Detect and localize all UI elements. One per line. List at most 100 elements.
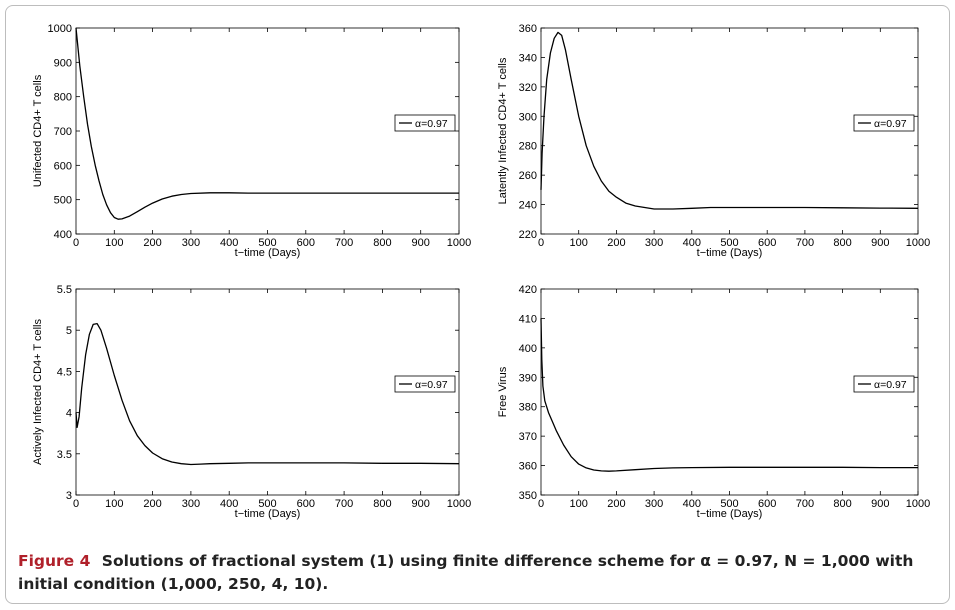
series-line: [540, 318, 918, 472]
series-line: [75, 322, 460, 466]
y-axis-label: Free Virus: [497, 366, 509, 417]
x-tick-label: 500: [720, 237, 738, 249]
charts-canvas: 0 100 200 300 400 500 600 700 800 900 100040050060…: [32, 23, 930, 520]
x-tick-label: 300: [645, 237, 663, 249]
x-tick-label: 100: [105, 498, 123, 510]
y-tick-label: 420: [519, 284, 537, 296]
x-tick-label: 700: [335, 237, 353, 249]
x-tick-label: 900: [412, 498, 430, 510]
y-tick-label: 350: [519, 490, 537, 502]
x-tick-label: 600: [758, 237, 776, 249]
y-tick-label: 400: [54, 229, 72, 241]
y-tick-label: 370: [519, 431, 537, 443]
x-tick-label: 900: [871, 498, 889, 510]
y-tick-label: 240: [519, 200, 537, 212]
x-tick-label: 700: [796, 237, 814, 249]
legend: α=0.97: [853, 114, 915, 132]
y-axis-label: Unifected CD4+ T cells: [32, 74, 44, 187]
y-tick-label: 320: [519, 82, 537, 94]
legend-box: [394, 114, 456, 132]
series-line: [540, 31, 919, 210]
y-tick-label: 390: [519, 372, 537, 384]
legend: α=0.97: [394, 375, 456, 393]
legend-box: [853, 114, 915, 132]
x-tick-label: 400: [683, 237, 701, 249]
legend-label: α=0.97: [415, 118, 448, 130]
x-tick-label: 200: [143, 498, 161, 510]
x-tick-label: 800: [833, 237, 851, 249]
y-tick-label: 700: [54, 126, 72, 138]
y-tick-label: 4: [66, 408, 72, 420]
x-tick-label: 600: [297, 237, 315, 249]
y-tick-label: 300: [519, 111, 537, 123]
y-tick-label: 5.5: [57, 284, 72, 296]
y-tick-label: 600: [54, 160, 72, 172]
x-tick-label: 300: [182, 498, 200, 510]
x-tick-label: 400: [220, 498, 238, 510]
x-tick-label: 500: [258, 498, 276, 510]
x-tick-label: 500: [258, 237, 276, 249]
x-tick-label: 700: [796, 498, 814, 510]
y-tick-label: 220: [519, 229, 537, 241]
x-tick-label: 400: [683, 498, 701, 510]
x-axis-label: t−time (Days): [235, 247, 301, 259]
x-tick-label: 300: [182, 237, 200, 249]
legend-box: [394, 375, 456, 393]
y-tick-label: 400: [519, 343, 537, 355]
y-tick-label: 410: [519, 313, 537, 325]
x-tick-label: 500: [720, 498, 738, 510]
legend: α=0.97: [394, 114, 456, 132]
x-tick-label: 300: [645, 498, 663, 510]
y-axis-label: Actively Infected CD4+ T cells: [32, 318, 44, 465]
y-tick-label: 900: [54, 57, 72, 69]
chart-panel-3: 0 100 200 300 400 500 600 700 800 900 1000 3 3.5 4 4.5…: [32, 284, 471, 520]
y-tick-label: 280: [519, 141, 537, 153]
x-tick-label: 1000: [906, 237, 930, 249]
chart-panel-2: 0 100 200 300 400 500 600 700 800 900 1000 220 240 26…: [497, 23, 930, 259]
x-tick-label: 700: [335, 498, 353, 510]
y-tick-label: 1000: [48, 23, 72, 35]
x-tick-label: 0: [73, 237, 79, 249]
y-tick-label: 3: [66, 490, 72, 502]
figure-caption: Figure 4 Solutions of fractional system …: [18, 550, 943, 596]
x-tick-label: 1000: [447, 498, 471, 510]
x-tick-label: 800: [833, 498, 851, 510]
y-tick-label: 380: [519, 402, 537, 414]
legend-label: α=0.97: [874, 379, 907, 391]
x-tick-label: 800: [373, 237, 391, 249]
y-tick-label: 500: [54, 195, 72, 207]
series-line: [75, 27, 459, 220]
y-tick-label: 800: [54, 92, 72, 104]
x-tick-label: 100: [570, 237, 588, 249]
legend-label: α=0.97: [874, 118, 907, 130]
chart-panel-1: 0 100 200 300 400 500 600 700 800 900 1000 400 500 60…: [32, 23, 471, 259]
x-tick-label: 100: [570, 498, 588, 510]
legend: α=0.97: [853, 375, 915, 393]
y-tick-label: 340: [519, 52, 537, 64]
y-tick-label: 360: [519, 23, 537, 35]
x-tick-label: 600: [758, 498, 776, 510]
caption-text: Solutions of fractional system (1) using…: [18, 552, 914, 593]
caption-label: Figure 4: [18, 552, 91, 570]
y-tick-label: 4.5: [57, 366, 72, 378]
legend-label: α=0.97: [415, 379, 448, 391]
x-tick-label: 1000: [447, 237, 471, 249]
y-tick-label: 5: [66, 325, 72, 337]
x-tick-label: 900: [871, 237, 889, 249]
x-axis-label: t−time (Days): [697, 508, 763, 520]
legend-box: [853, 375, 915, 393]
x-tick-label: 200: [607, 237, 625, 249]
chart-panel-4: 0 100 200 300 400 500 600 700 800 900 1000 350 360 37…: [497, 284, 930, 520]
x-tick-label: 100: [105, 237, 123, 249]
x-tick-label: 400: [220, 237, 238, 249]
x-tick-label: 200: [143, 237, 161, 249]
y-axis-label: Latently Infected CD4+ T cells: [497, 57, 509, 204]
x-tick-label: 900: [412, 237, 430, 249]
x-tick-label: 0: [73, 498, 79, 510]
y-tick-label: 360: [519, 461, 537, 473]
y-tick-label: 260: [519, 170, 537, 182]
x-axis-label: t−time (Days): [235, 508, 301, 520]
x-tick-label: 600: [297, 498, 315, 510]
figure-frame: [5, 5, 950, 604]
x-tick-label: 800: [373, 498, 391, 510]
